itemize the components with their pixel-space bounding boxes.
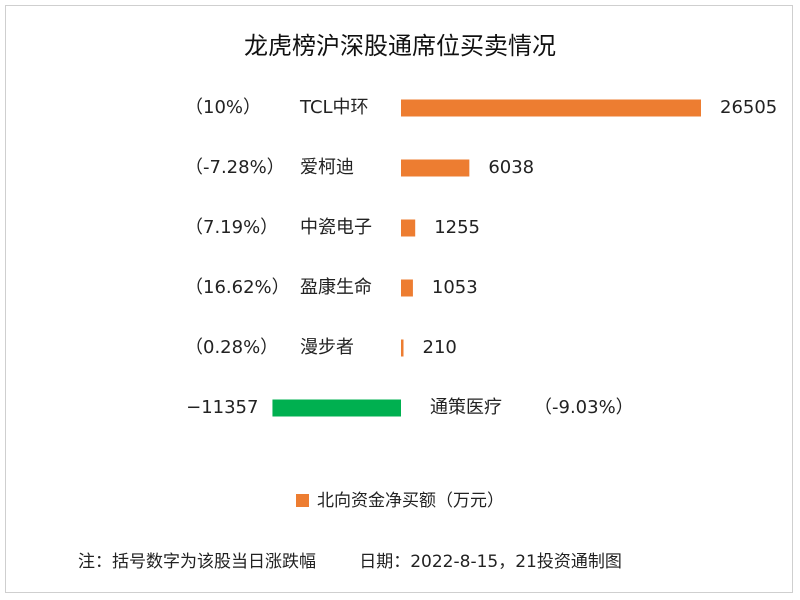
- bar-2: [401, 159, 470, 177]
- change-label-5: （0.28%）: [185, 337, 278, 358]
- change-label-4: （16.62%）: [185, 277, 290, 298]
- category-label-1: TCL中环: [299, 97, 369, 118]
- bar-4: [401, 279, 413, 297]
- chart-frame: [5, 5, 793, 593]
- category-label-3: 中瓷电子: [300, 217, 372, 238]
- footer-date: 日期：2022-8-15，21投资通制图: [359, 552, 622, 572]
- data-label-2: 6038: [488, 157, 534, 178]
- data-label-4: 1053: [432, 277, 478, 298]
- data-label-6: −11357: [186, 397, 258, 418]
- legend-label: 北向资金净买额（万元）: [317, 491, 504, 511]
- bar-3: [401, 219, 416, 237]
- change-label-6: （-9.03%）: [534, 397, 634, 418]
- data-label-1: 26505: [720, 97, 777, 118]
- category-label-2: 爱柯迪: [300, 157, 354, 178]
- footer-note-text: 注：括号数字为该股当日涨跌幅: [78, 552, 316, 572]
- category-label-6: 通策医疗: [430, 397, 502, 418]
- legend: 北向资金净买额（万元）: [0, 486, 800, 511]
- change-label-3: （7.19%）: [185, 217, 278, 238]
- category-label-5: 漫步者: [300, 337, 354, 358]
- footer-note: 注：括号数字为该股当日涨跌幅 日期：2022-8-15，21投资通制图: [78, 547, 622, 572]
- change-label-1: （10%）: [185, 97, 261, 118]
- change-label-2: （-7.28%）: [185, 157, 285, 178]
- chart-title: 龙虎榜沪深股通席位买卖情况: [244, 32, 556, 60]
- data-label-5: 210: [423, 337, 457, 358]
- data-label-3: 1255: [434, 217, 480, 238]
- bar-5: [401, 339, 404, 357]
- bar-1: [401, 99, 701, 117]
- legend-swatch: [296, 494, 309, 507]
- category-label-4: 盈康生命: [300, 277, 372, 298]
- bar-6: [272, 399, 401, 417]
